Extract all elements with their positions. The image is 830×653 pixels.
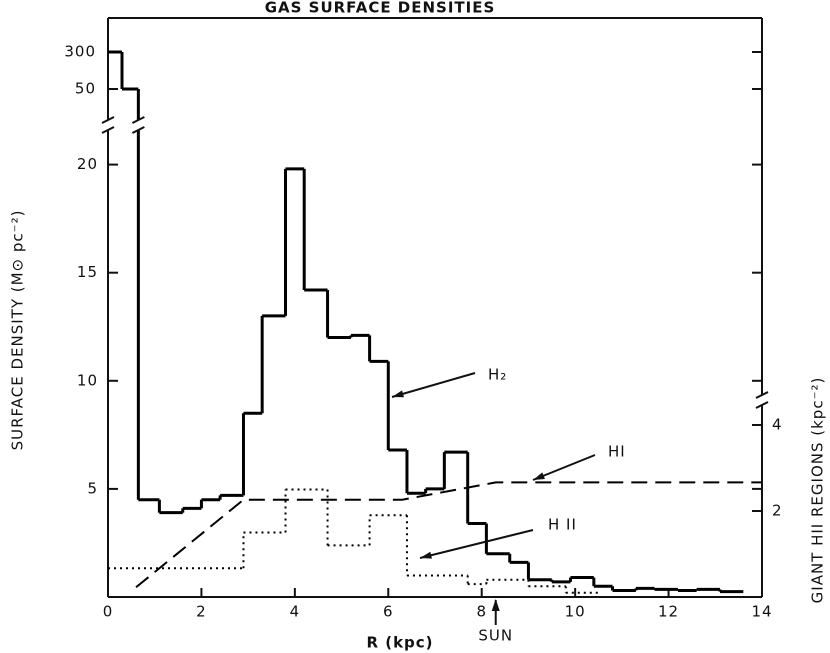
y2-axis-title: GIANT HII REGIONS (kpc⁻²): [809, 377, 827, 604]
axis-break: [131, 116, 145, 124]
annotation-arrow: [391, 372, 476, 398]
axis-break: [101, 116, 115, 124]
line: [135, 481, 762, 589]
y-tick-label: 5: [87, 479, 98, 497]
arrow-head: [420, 551, 432, 559]
sun-label: SUN: [478, 627, 513, 645]
series-label: H II: [548, 516, 577, 534]
y-tick-label: 300: [64, 43, 96, 61]
y2-tick-label: 4: [772, 415, 783, 433]
x-tick-label: 2: [196, 603, 207, 621]
axis-break: [101, 126, 115, 134]
x-tick-label: 4: [290, 603, 301, 621]
arrow-head: [491, 599, 500, 611]
y-tick-label: 15: [77, 263, 98, 281]
y-tick-label: 20: [77, 155, 98, 173]
y-tick-label: 50: [75, 80, 96, 98]
series-label: H₂: [488, 366, 507, 384]
x-tick-label: 12: [658, 603, 679, 621]
arrow-head: [533, 472, 545, 480]
axis-break: [755, 391, 769, 399]
x-tick-label: 0: [103, 603, 114, 621]
chart-title: GAS SURFACE DENSITIES: [265, 0, 496, 17]
y-tick-label: 10: [77, 371, 98, 389]
annotation-arrow: [419, 529, 534, 559]
x-tick-label: 6: [383, 603, 394, 621]
x-tick-label: 10: [565, 603, 586, 621]
axis-break: [755, 401, 769, 409]
series-label: HI: [608, 443, 626, 461]
x-tick-label: 8: [476, 603, 487, 621]
x-axis-title: R (kpc): [366, 634, 433, 652]
y2-tick-label: 2: [772, 501, 783, 519]
x-tick-label: 14: [751, 603, 772, 621]
axis-break: [131, 126, 145, 134]
arrow-head: [392, 390, 404, 398]
y-axis-title: SURFACE DENSITY (M⊙ pc⁻²): [9, 210, 27, 451]
